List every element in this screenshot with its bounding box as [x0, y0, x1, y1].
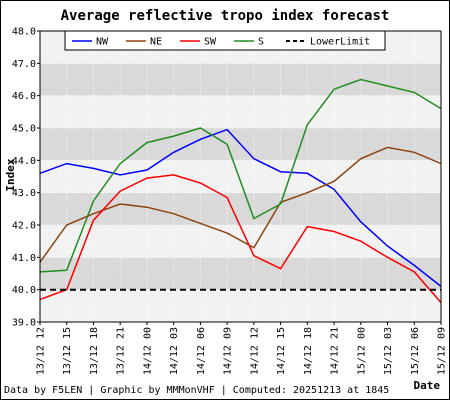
y-tick-label: 47.0 [12, 59, 36, 70]
legend: NW NE SW S LowerLimit [64, 30, 386, 51]
series-line-s [39, 78, 442, 273]
series-line-nw [39, 128, 442, 287]
y-axis-label: Index [4, 158, 17, 191]
x-tick-label: 14/12 06 [196, 327, 207, 375]
x-tick-label: 13/12 12 [36, 327, 47, 375]
x-tick-label: 15/12 03 [383, 327, 394, 375]
series-line-ne [39, 146, 442, 263]
legend-box [64, 30, 386, 51]
legend-label-nw: NW [96, 37, 109, 48]
plot-band [40, 63, 441, 96]
y-tick-label: 45.0 [12, 124, 36, 135]
x-tick-label: 14/12 03 [169, 327, 180, 375]
y-tick-label: 39.0 [12, 318, 36, 329]
legend-label-lowerlimit: LowerLimit [310, 37, 370, 48]
y-axis-ticks: 39.0 40.0 41.0 42.0 43.0 44.0 45.0 46.0 47.0 48.0 [12, 27, 40, 329]
x-axis-ticks: 13/12 12 13/12 15 13/12 18 13/12 21 14/12 00… [36, 322, 448, 375]
x-tick-label: 14/12 18 [303, 327, 314, 375]
x-tick-label: 14/12 15 [276, 327, 287, 375]
x-tick-label: 13/12 18 [89, 327, 100, 375]
x-tick-label: 14/12 00 [142, 327, 153, 375]
x-tick-label: 15/12 06 [410, 327, 421, 375]
y-tick-label: 41.0 [12, 253, 36, 264]
plot-band [40, 160, 441, 193]
series-line-sw [39, 174, 442, 304]
legend-label-sw: SW [204, 37, 217, 48]
x-tick-label: 15/12 09 [437, 327, 448, 375]
x-tick-label: 13/12 15 [62, 327, 73, 375]
x-tick-label: 13/12 21 [116, 327, 127, 375]
x-tick-label: 15/12 00 [356, 327, 367, 375]
x-axis-label: Date [414, 379, 441, 392]
chart-title: Average reflective tropo index forecast [61, 8, 390, 24]
x-tick-label: 14/12 09 [223, 327, 234, 375]
y-tick-label: 48.0 [12, 27, 36, 38]
legend-label-s: S [258, 37, 264, 48]
y-tick-label: 43.0 [12, 188, 36, 199]
plot-band [40, 289, 441, 322]
plot-band [40, 257, 441, 290]
y-tick-label: 42.0 [12, 221, 36, 232]
footer-credit: Data by F5LEN | Graphic by MMMonVHF | Co… [4, 385, 389, 396]
x-tick-label: 14/12 12 [249, 327, 260, 375]
plot-band [40, 95, 441, 128]
x-tick-label: 14/12 21 [330, 327, 341, 375]
plot-band [40, 192, 441, 225]
y-tick-label: 46.0 [12, 91, 36, 102]
y-tick-label: 44.0 [12, 156, 36, 167]
y-tick-label: 40.0 [12, 285, 36, 296]
plot-bands [40, 31, 441, 322]
legend-label-ne: NE [150, 37, 162, 48]
series-layer [39, 78, 442, 304]
